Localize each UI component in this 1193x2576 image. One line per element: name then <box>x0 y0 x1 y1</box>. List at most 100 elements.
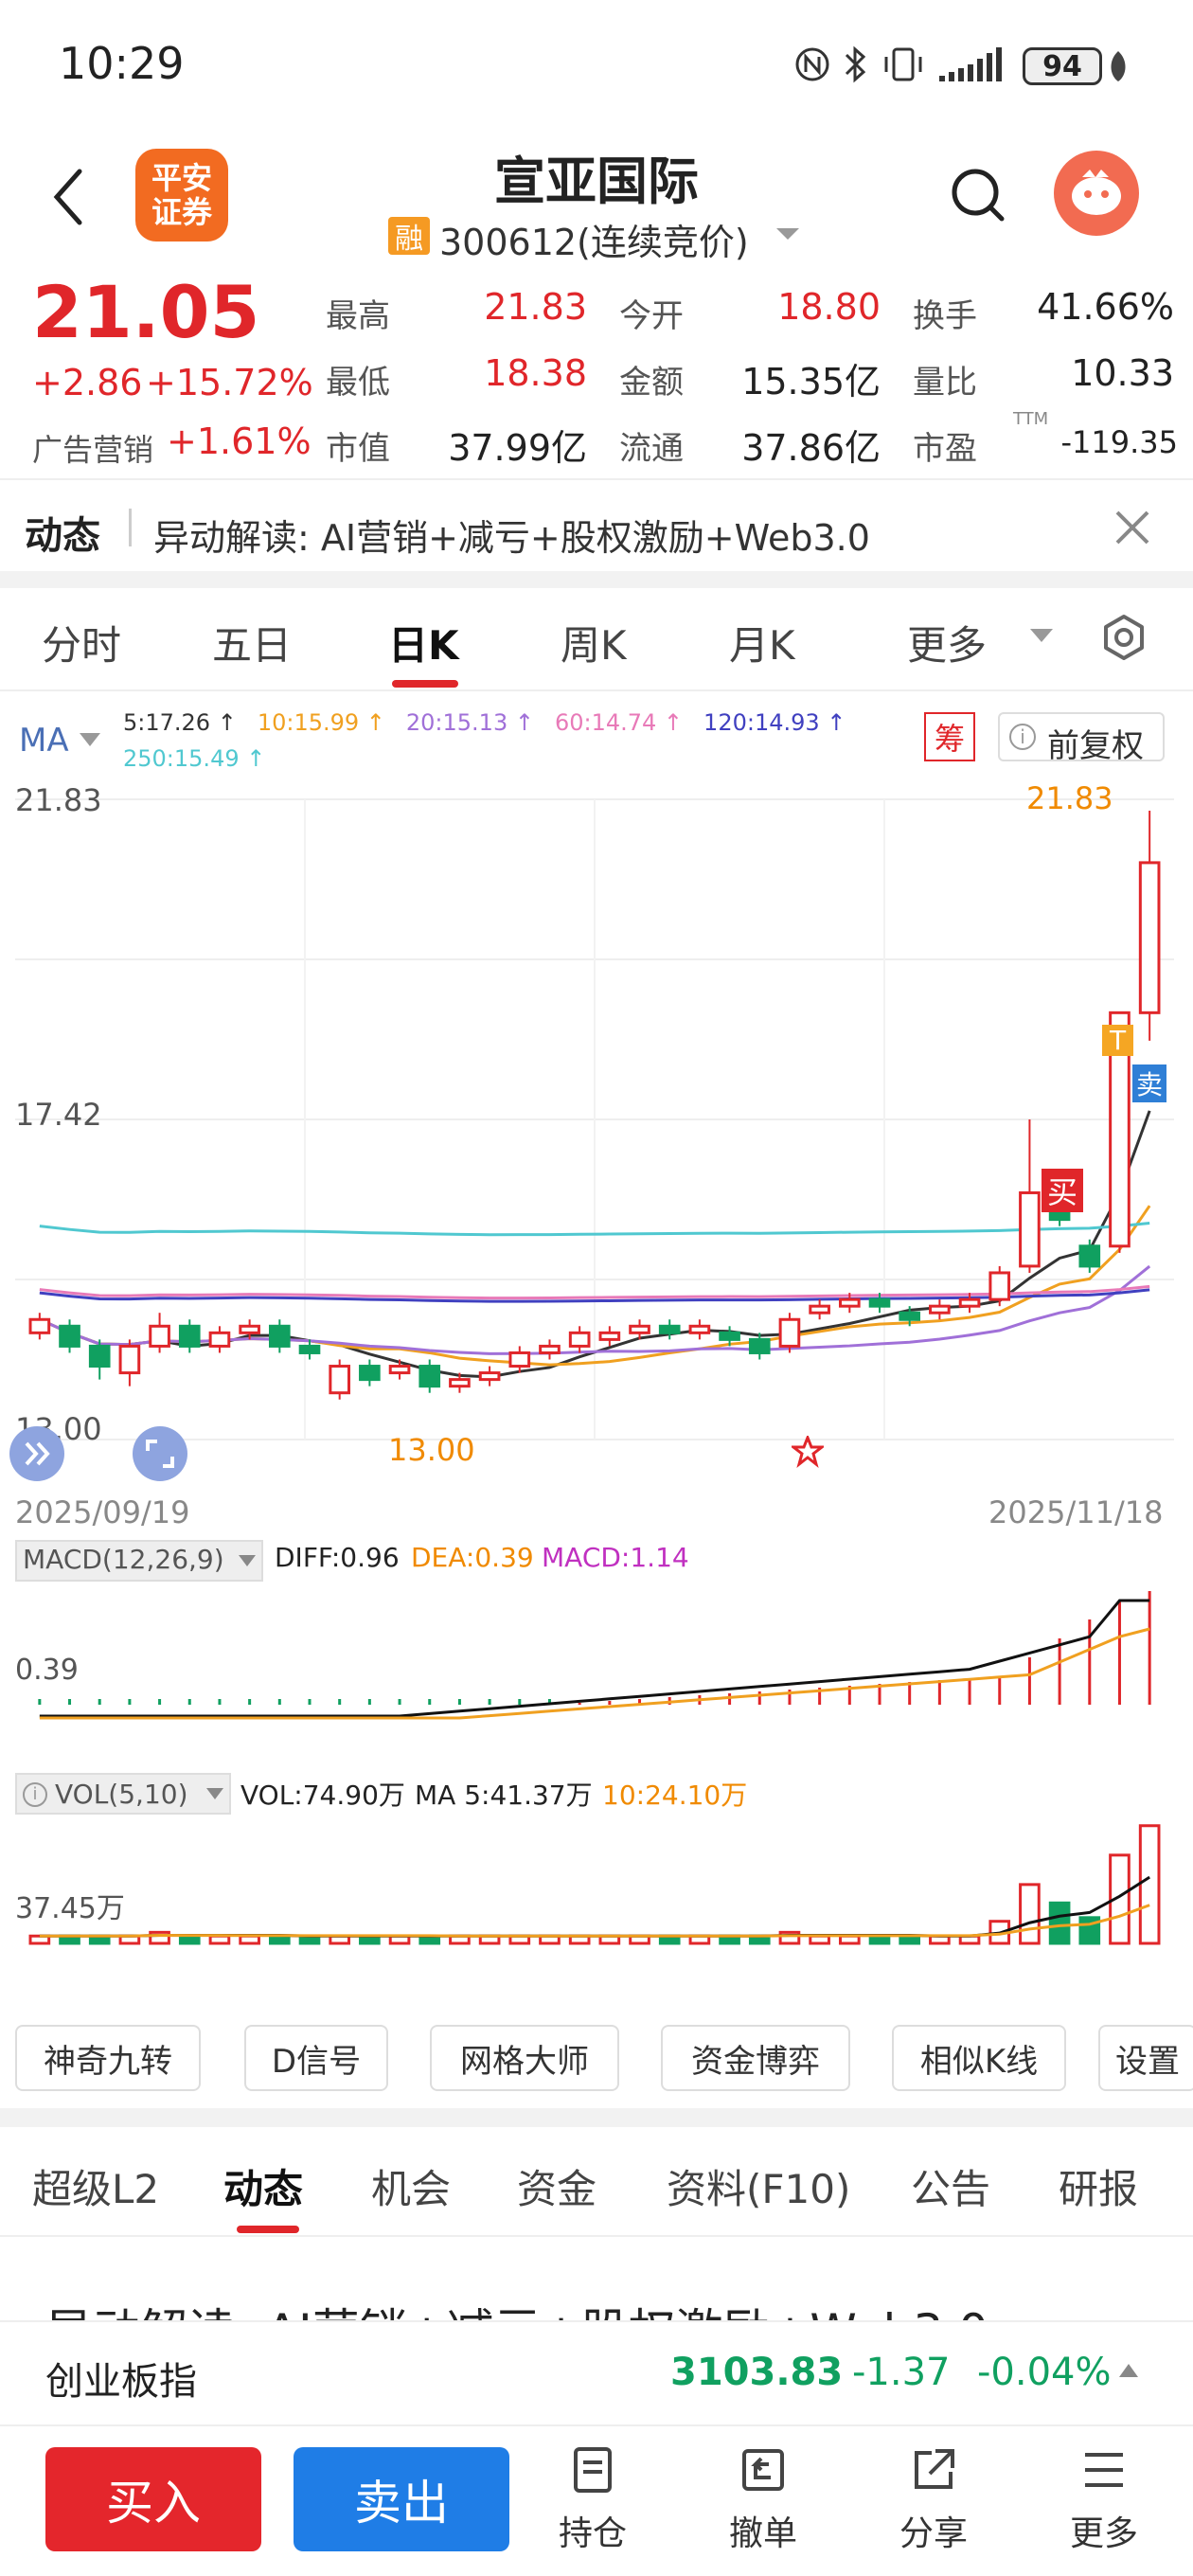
buy-button[interactable]: 买入 <box>45 2447 261 2551</box>
ma-values: 5:17.26 ↑ 10:15.99 ↑ 20:15.13 ↑ 60:14.74 ↑ 1… <box>123 705 846 777</box>
candle-body <box>239 1324 260 1334</box>
signal-icon <box>937 44 1013 85</box>
candle-body <box>88 1344 111 1368</box>
news-ticker[interactable]: 动态 异动解读: AI营销+减亏+股权激励+Web3.0 <box>0 480 1193 571</box>
tool-button[interactable]: 网格大师 <box>430 2025 619 2091</box>
logo-line2: 证券 <box>151 194 212 230</box>
chip-distribution-button[interactable]: 筹 <box>924 712 975 761</box>
candle-body <box>388 1365 411 1375</box>
candle-body <box>838 1297 861 1308</box>
news-text: 异动解读: AI营销+减亏+股权激励+Web3.0 <box>153 517 870 559</box>
tab-more[interactable]: 更多 <box>907 622 988 669</box>
tab-opportunity[interactable]: 机会 <box>371 2166 452 2212</box>
field-label: 金额 <box>619 364 684 402</box>
dropdown-icon[interactable] <box>775 224 801 243</box>
chevron-down-icon <box>237 1553 258 1568</box>
content-preview: 异动解读: AI营销+减亏+股权激励+Web3.0 <box>0 2237 1193 2320</box>
nav-label: 撤单 <box>728 2514 797 2553</box>
ma-label[interactable]: MA <box>19 722 69 760</box>
sell-signal-tag: 卖 <box>1132 1064 1167 1102</box>
high-price-label: 21.83 <box>1026 780 1113 816</box>
document-icon <box>574 2447 612 2493</box>
sector-name[interactable]: 广告营销 <box>32 432 154 468</box>
tab-monthly-k[interactable]: 月K <box>729 622 795 669</box>
nav-label: 更多 <box>1069 2514 1138 2553</box>
star-event-icon[interactable] <box>789 1433 827 1468</box>
field-value: 21.83 <box>484 286 587 328</box>
candle-body <box>899 1311 921 1321</box>
nav-more[interactable]: 更多 <box>1047 2443 1161 2555</box>
tool-button[interactable]: D信号 <box>244 2025 388 2091</box>
volume-y-tick: 37.45万 <box>15 1892 125 1925</box>
divider <box>0 2235 1193 2237</box>
tab-super-l2[interactable]: 超级L2 <box>32 2166 160 2212</box>
candle-body <box>1109 1011 1131 1248</box>
nav-holdings[interactable]: 持仓 <box>536 2443 650 2555</box>
gear-icon[interactable] <box>1100 614 1148 661</box>
close-icon[interactable] <box>1113 509 1151 546</box>
buy-signal-tag: 买 <box>1042 1169 1084 1212</box>
tab-5day[interactable]: 五日 <box>212 622 293 669</box>
macd-indicator-select[interactable]: MACD(12,26,9) <box>15 1540 263 1582</box>
tab-research[interactable]: 研报 <box>1059 2166 1139 2212</box>
tab-dynamics[interactable]: 动态 <box>223 2166 304 2212</box>
field-value: 37.99亿 <box>448 427 587 469</box>
candle-body <box>268 1324 291 1348</box>
volume-label: VOL(5,10) <box>55 1779 188 1810</box>
assistant-avatar[interactable] <box>1054 151 1139 236</box>
tool-button[interactable]: 相似K线 <box>892 2025 1066 2091</box>
volume-bar <box>268 1934 291 1945</box>
search-icon[interactable] <box>947 164 1009 226</box>
date-start: 2025/09/19 <box>15 1494 190 1530</box>
chevron-down-icon[interactable] <box>78 731 102 748</box>
ma-value-item: 5:17.26 ↑ <box>123 709 237 736</box>
ma-line <box>39 1288 1150 1303</box>
leaf-icon <box>1106 47 1131 85</box>
divider <box>0 689 1193 691</box>
nav-share[interactable]: 分享 <box>877 2443 990 2555</box>
info-icon: i <box>23 1782 47 1807</box>
index-bar[interactable]: 创业板指 3103.83 -1.37 -0.04% <box>0 2320 1193 2426</box>
tab-funds[interactable]: 资金 <box>517 2166 597 2212</box>
news-headline[interactable]: 异动解读: AI营销+减亏+股权激励+Web3.0 <box>45 2294 988 2320</box>
sector-change-pct: +1.61% <box>167 420 312 462</box>
field-value: 18.38 <box>484 352 587 394</box>
tab-announcements[interactable]: 公告 <box>911 2166 991 2212</box>
news-tag: 动态 <box>25 514 100 558</box>
fullscreen-icon[interactable] <box>133 1426 187 1481</box>
y-axis-top-label: 21.83 <box>15 782 102 818</box>
ma-value-item: 20:15.13 ↑ <box>405 709 534 736</box>
tab-intraday[interactable]: 分时 <box>42 622 122 669</box>
adjust-mode-button[interactable]: i 前复权 <box>998 712 1165 765</box>
volume-bar <box>1019 1883 1041 1945</box>
margin-tag: 融 <box>388 217 430 256</box>
settings-button[interactable]: 设置 <box>1098 2025 1193 2091</box>
kline-chart[interactable] <box>0 777 1193 1989</box>
back-icon[interactable] <box>45 164 93 230</box>
candle-body <box>149 1324 170 1348</box>
volume-bar <box>868 1934 891 1945</box>
tool-button[interactable]: 神奇九转 <box>15 2025 201 2091</box>
broker-logo: 平安 证券 <box>135 149 228 242</box>
sell-button[interactable]: 卖出 <box>294 2447 509 2551</box>
tab-f10[interactable]: 资料(F10) <box>667 2166 851 2212</box>
nav-cancel-order[interactable]: 撤单 <box>706 2443 820 2555</box>
candle-body <box>1078 1244 1101 1268</box>
chevron-up-icon[interactable] <box>1117 2362 1140 2379</box>
chevron-down-icon[interactable] <box>1028 627 1055 644</box>
volume-ma5: MA 5:41.37万 <box>415 1780 593 1811</box>
section-gap <box>0 571 1193 588</box>
ma-value-item: 250:15.49 ↑ <box>123 745 266 772</box>
volume-ma10: 10:24.10万 <box>602 1780 748 1811</box>
field-value: 37.86亿 <box>741 427 881 469</box>
tool-button[interactable]: 资金博弈 <box>661 2025 850 2091</box>
volume-ma-line <box>39 1904 1150 1938</box>
divider <box>0 478 1193 480</box>
expand-left-icon[interactable] <box>9 1426 64 1481</box>
bluetooth-icon <box>841 44 869 85</box>
divider <box>129 509 132 546</box>
chevron-down-icon <box>205 1786 225 1801</box>
tab-weekly-k[interactable]: 周K <box>561 622 627 669</box>
tab-daily-k[interactable]: 日K <box>388 622 459 669</box>
volume-indicator-select[interactable]: i VOL(5,10) <box>15 1773 231 1815</box>
